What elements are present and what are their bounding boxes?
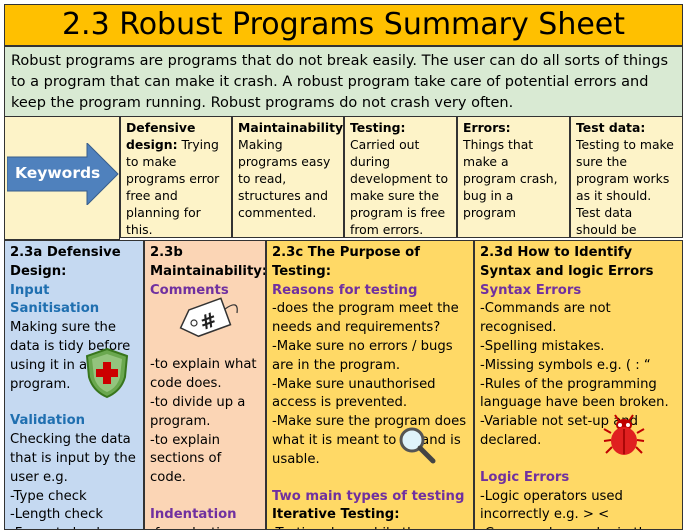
text-line: -Rules of the programming <box>480 376 657 392</box>
text-line: that is input by the <box>10 450 136 466</box>
text-line: -Make sure no errors / bugs <box>272 338 453 354</box>
subheading-input-sanitisation: Input Sanitisation <box>10 282 100 317</box>
section-heading: 2.3b Maintainability: <box>150 245 266 279</box>
text-line: -to explain <box>150 432 221 448</box>
text-line: program. <box>10 376 71 392</box>
hashtag-tag-icon: # <box>179 297 238 338</box>
text-line: language have been broken. <box>480 395 669 411</box>
subheading-logic-errors: Logic Errors <box>480 469 570 485</box>
keyword-term: Errors: <box>463 120 511 135</box>
keyword-testing: Testing: Carried out during development … <box>344 116 457 238</box>
keyword-defensive-design: Defensive design: Trying to make program… <box>120 116 232 238</box>
text-line: -Testing done while the <box>272 525 468 529</box>
subheading-reasons-for-testing: Reasons for testing <box>272 282 418 298</box>
section-syntax-logic-errors: 2.3d How to Identify Syntax and logic Er… <box>474 240 683 530</box>
text-line: incorrectly e.g. > < <box>480 507 610 523</box>
text-line: data is tidy before <box>10 338 131 354</box>
text-line: -Commands are not recognised. <box>480 301 611 336</box>
subheading-types-of-testing: Two main types of testing <box>272 488 465 504</box>
page-title: 2.3 Robust Programs Summary Sheet <box>4 4 683 46</box>
text-line: -Variable not set-up and <box>480 414 639 430</box>
section-purpose-of-testing: 2.3c The Purpose of Testing: Reasons for… <box>266 240 474 530</box>
section-heading: 2.3d How to Identify Syntax and logic Er… <box>480 245 654 279</box>
text-line: needs and requirements? <box>272 320 441 336</box>
keyword-maintainability: Maintainability: Making programs easy to… <box>232 116 344 238</box>
keyword-definition: Testing to make sure the program works a… <box>576 137 674 237</box>
text-line: -Missing symbols e.g. ( : “ <box>480 357 651 373</box>
text-line: user e.g. <box>10 469 68 485</box>
arrow-icon <box>7 143 119 205</box>
text-line: -Format check <box>10 525 138 529</box>
subheading-iterative-testing: Iterative Testing: <box>272 507 400 523</box>
text-line: -Make sure the program does <box>272 414 467 430</box>
keyword-errors: Errors: Things that make a program crash… <box>457 116 570 238</box>
keywords-arrow-area: Keywords <box>4 116 120 240</box>
text-line: access is prevented. <box>272 395 408 411</box>
text-line: -Make sure unauthorised <box>272 376 436 392</box>
keywords-label: Keywords <box>15 164 101 182</box>
text-line: code does. <box>150 376 222 392</box>
text-line: are in the program. <box>272 357 401 373</box>
text-line: -to explain what <box>150 357 257 373</box>
text-line: -Length check <box>10 507 104 523</box>
subheading-comments: Comments <box>150 282 229 298</box>
text-line: -to divide up a <box>150 394 246 410</box>
keyword-test-data: Test data: Testing to make sure the prog… <box>570 116 683 238</box>
text-line: -Type check <box>10 488 87 504</box>
text-line: -does the program meet the <box>272 301 459 317</box>
keyword-definition: Trying to make programs error free and p… <box>126 137 220 237</box>
magnifier-icon <box>399 427 436 464</box>
subheading-validation: Validation <box>10 413 86 429</box>
text-line: -Logic operators used <box>480 488 623 504</box>
keyword-definition: Making programs easy to read, structures… <box>238 137 331 220</box>
text-line: using it in a <box>10 357 88 373</box>
svg-text:#: # <box>196 307 220 335</box>
subheading-indentation: Indentation <box>150 506 237 522</box>
text-line: -Spelling mistakes. <box>480 338 605 354</box>
bug-icon <box>603 414 645 455</box>
keyword-definition: Things that make a program crash, bug in… <box>463 137 558 220</box>
text-line: -Commands may be in the <box>480 525 677 529</box>
keyword-term: Defensive design: <box>126 120 196 152</box>
section-maintainability: 2.3b Maintainability: Comments -to expla… <box>144 240 266 530</box>
text-line: program. <box>150 413 211 429</box>
keyword-term: Testing: <box>350 120 406 135</box>
text-line: what it is meant to do and is <box>272 432 461 448</box>
summary-sheet: 2.3 Robust Programs Summary Sheet Robust… <box>4 4 683 530</box>
keywords-row: Keywords Defensive design: Trying to mak… <box>4 116 683 240</box>
subheading-syntax-errors: Syntax Errors <box>480 282 582 298</box>
section-defensive-design: 2.3a Defensive Design: Input Sanitisatio… <box>4 240 144 530</box>
text-line: Making sure the <box>10 320 116 336</box>
section-heading: 2.3c The Purpose of Testing: <box>272 245 420 279</box>
text-line: Checking the data <box>10 432 131 448</box>
keyword-term: Test data: <box>576 120 646 135</box>
text-line: declared. <box>480 432 542 448</box>
text-line: usable. <box>272 451 320 467</box>
text-line: sections of code. <box>150 451 222 486</box>
shield-icon <box>85 347 129 399</box>
keyword-term: Maintainability: <box>238 120 344 135</box>
intro-text: Robust programs are programs that do not… <box>4 46 683 122</box>
section-heading: 2.3a Defensive Design: <box>10 245 121 279</box>
keyword-definition: Carried out during development to make s… <box>350 137 449 237</box>
text-line: -for selections <box>150 525 260 529</box>
